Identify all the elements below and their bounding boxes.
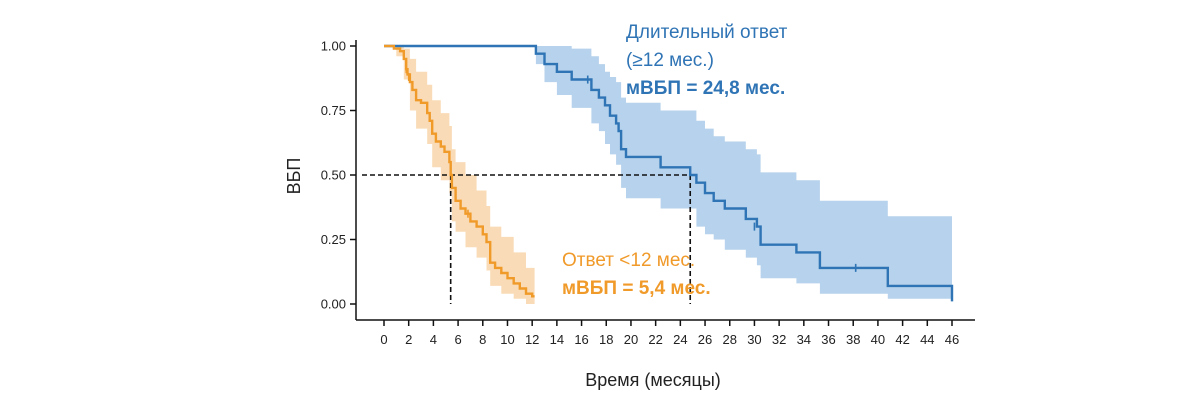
- survival-curve-0: [384, 44, 954, 302]
- x-tick-label-3: 6: [454, 332, 461, 347]
- x-tick-label-21: 42: [895, 332, 909, 347]
- legend-durable-line-1: Длительный ответ: [626, 22, 788, 43]
- x-tick-label-10: 20: [624, 332, 638, 347]
- x-tick-label-19: 38: [846, 332, 860, 347]
- x-tick-label-2: 4: [430, 332, 437, 347]
- y-tick-label-0: 0.00: [321, 297, 346, 312]
- legend-short-line-1: Ответ <12 мес.: [562, 250, 695, 271]
- x-tick-label-4: 8: [479, 332, 486, 347]
- x-tick-label-5: 10: [500, 332, 514, 347]
- legend-durable-line-2: (≥12 мес.): [626, 50, 714, 71]
- x-tick-label-12: 24: [673, 332, 687, 347]
- x-tick-label-7: 14: [550, 332, 564, 347]
- x-tick-label-14: 28: [723, 332, 737, 347]
- x-tick-label-20: 40: [871, 332, 885, 347]
- x-tick-label-8: 16: [574, 332, 588, 347]
- x-tick-label-15: 30: [747, 332, 761, 347]
- x-tick-label-16: 32: [772, 332, 786, 347]
- legend-durable-median: мВБП = 24,8 мес.: [626, 78, 785, 99]
- x-tick-label-9: 18: [599, 332, 613, 347]
- x-tick-label-23: 46: [945, 332, 959, 347]
- legend-short-median: мВБП = 5,4 мес.: [562, 278, 711, 299]
- y-axis-title: ВБП: [284, 158, 304, 195]
- x-tick-label-11: 22: [648, 332, 662, 347]
- y-tick-label-1: 0.25: [321, 232, 346, 247]
- x-axis-title: Время (месяцы): [585, 370, 721, 390]
- x-tick-label-1: 2: [405, 332, 412, 347]
- x-tick-label-22: 44: [920, 332, 934, 347]
- y-tick-label-2: 0.50: [321, 168, 346, 183]
- x-tick-label-17: 34: [797, 332, 811, 347]
- y-tick-label-4: 1.00: [321, 39, 346, 54]
- x-tick-label-13: 26: [698, 332, 712, 347]
- y-tick-label-3: 0.75: [321, 103, 346, 118]
- x-tick-label-18: 36: [821, 332, 835, 347]
- x-tick-label-6: 12: [525, 332, 539, 347]
- x-tick-label-0: 0: [380, 332, 387, 347]
